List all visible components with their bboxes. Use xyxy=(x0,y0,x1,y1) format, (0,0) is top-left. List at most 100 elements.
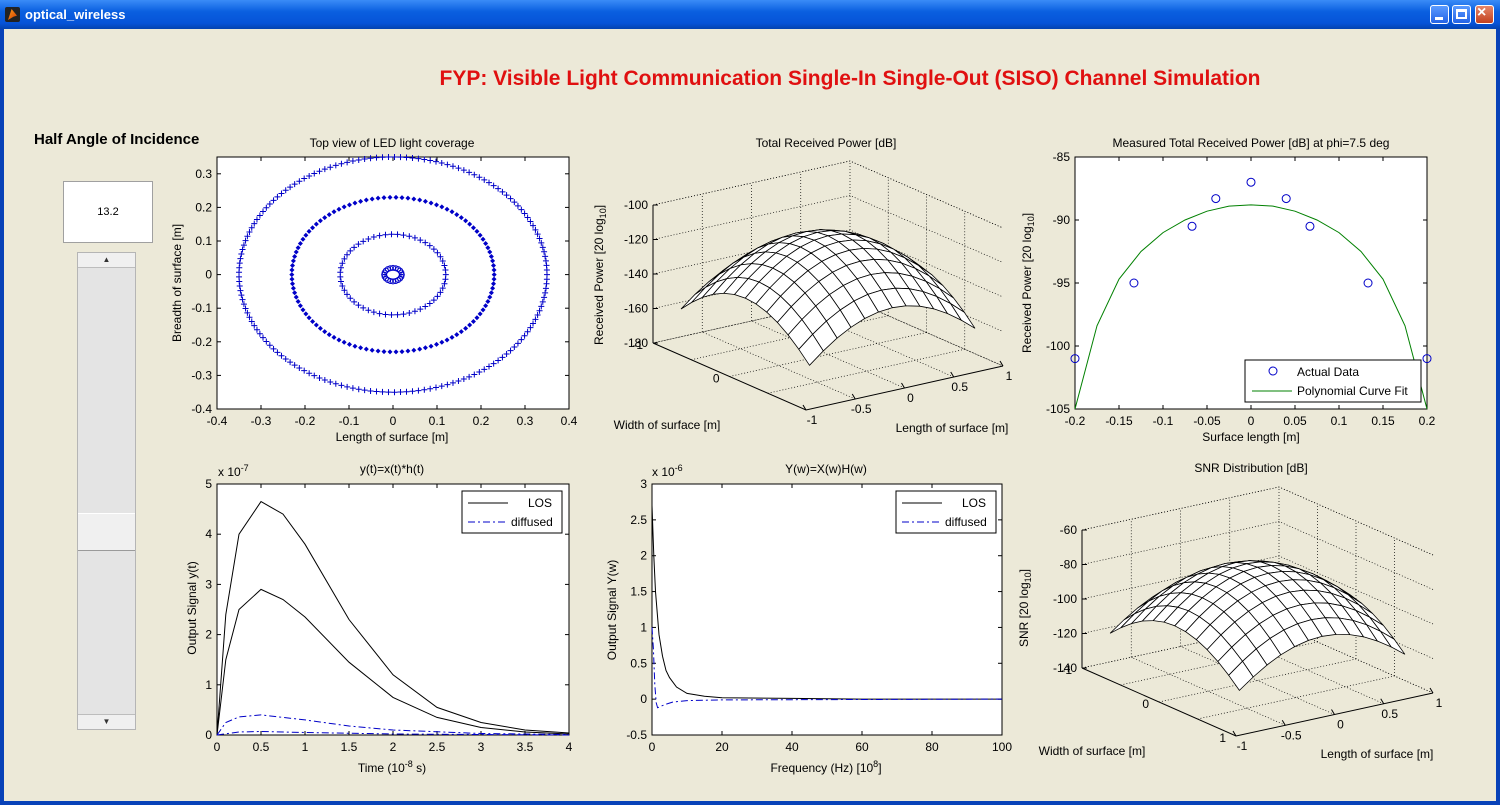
plus-marker xyxy=(341,287,348,294)
plus-marker xyxy=(426,242,433,249)
x-tick-label: 60 xyxy=(855,740,869,754)
half-angle-value[interactable]: 13.2 xyxy=(63,181,153,243)
y-tick-label: 2 xyxy=(205,628,212,642)
maximize-button[interactable] xyxy=(1452,5,1471,24)
y-tick-label: -0.4 xyxy=(191,402,212,416)
diamond-marker xyxy=(470,225,476,231)
legend-diffused: diffused xyxy=(511,515,553,529)
coverage-ylabel: Breadth of surface [m] xyxy=(170,224,184,342)
diamond-marker xyxy=(490,262,496,268)
slider-down-button[interactable]: ▼ xyxy=(78,714,135,729)
diamond-marker xyxy=(488,290,494,296)
plus-marker xyxy=(251,220,258,227)
ylabel-main: SNR [20 log xyxy=(1017,582,1031,647)
close-button[interactable]: × xyxy=(1475,4,1494,24)
slider-thumb[interactable] xyxy=(78,513,135,551)
plus-marker xyxy=(253,326,260,333)
diamond-marker xyxy=(292,290,298,296)
slider-up-button[interactable]: ▲ xyxy=(78,253,135,268)
plus-marker xyxy=(236,283,243,290)
diamond-marker xyxy=(487,294,493,300)
plus-marker xyxy=(455,165,462,172)
plus-marker xyxy=(282,355,289,362)
xlabel-end: s) xyxy=(413,761,426,775)
plus-marker xyxy=(507,195,514,202)
plus-marker xyxy=(339,282,346,289)
plus-marker xyxy=(481,366,488,373)
diamond-marker xyxy=(477,311,483,317)
measured-ylabel: Received Power [20 log10] xyxy=(1020,213,1036,353)
diamond-marker xyxy=(439,339,445,345)
plus-marker xyxy=(422,303,429,310)
diamond-marker xyxy=(375,348,381,354)
freq-legend xyxy=(895,490,997,534)
plus-marker xyxy=(382,231,389,238)
minimize-button[interactable] xyxy=(1430,5,1449,24)
coverage-plot: Top view of LED light coverage -0.4 -0.3 -… xyxy=(170,136,578,444)
plus-marker xyxy=(514,340,521,347)
plus-marker xyxy=(511,344,518,351)
plus-marker xyxy=(532,226,539,233)
plus-marker xyxy=(238,251,245,258)
plus-marker xyxy=(411,234,418,241)
plus-marker xyxy=(542,253,549,260)
snr-xlabel: Length of surface [m] xyxy=(1321,747,1434,761)
y-tick-label: -85 xyxy=(1053,150,1071,164)
plus-marker xyxy=(382,311,389,318)
floor-gridline xyxy=(729,320,927,389)
diamond-marker xyxy=(363,346,369,352)
y-tick-label: -105 xyxy=(1046,402,1070,416)
plus-marker xyxy=(296,178,303,185)
x-tick-label: 2 xyxy=(390,740,397,754)
plus-marker xyxy=(355,156,362,163)
wall-gridline xyxy=(652,160,1004,229)
diamond-marker xyxy=(470,318,476,324)
total-power-title: Total Received Power [dB] xyxy=(756,136,897,150)
y-tick-label: 3 xyxy=(640,477,647,491)
y-tick-label: 5 xyxy=(205,477,212,491)
plus-marker xyxy=(539,298,546,305)
diamond-marker xyxy=(483,240,489,246)
diamond-marker xyxy=(297,240,303,246)
w-tick-label: 0 xyxy=(713,372,720,386)
plus-marker xyxy=(391,154,398,161)
x-tick-label: 0 xyxy=(907,391,914,405)
matlab-icon xyxy=(5,7,20,22)
y-tick-label: 0.3 xyxy=(195,167,212,181)
y-tick-label: 0.1 xyxy=(195,234,212,248)
diamond-marker xyxy=(306,315,312,321)
plus-marker xyxy=(534,312,541,319)
plus-marker xyxy=(437,253,444,260)
plus-marker xyxy=(437,289,444,296)
plus-marker xyxy=(337,273,344,280)
window-title: optical_wireless xyxy=(25,7,126,22)
diamond-marker xyxy=(439,204,445,210)
window-border xyxy=(0,29,4,805)
diamond-marker xyxy=(387,194,393,200)
x-tick-label: 0 xyxy=(390,414,397,428)
x-tick-label: 0.2 xyxy=(1419,414,1436,428)
plus-marker xyxy=(347,295,354,302)
diamond-marker xyxy=(352,343,358,349)
xlabel-end: ] xyxy=(878,761,881,775)
diamond-marker xyxy=(428,343,434,349)
diffused-line xyxy=(216,714,570,736)
diamond-marker xyxy=(289,267,295,273)
x-tick-label: 0 xyxy=(1248,414,1255,428)
diamond-marker xyxy=(490,258,496,264)
z-tick-label: -60 xyxy=(1060,523,1078,537)
x-tick-label: 100 xyxy=(992,740,1012,754)
diamond-marker xyxy=(336,206,342,212)
half-angle-slider[interactable]: ▲ ▼ xyxy=(77,252,136,730)
plus-marker xyxy=(311,170,318,177)
time-exponent: x 10-7 xyxy=(218,463,249,479)
diamond-marker xyxy=(381,349,387,355)
plus-marker xyxy=(351,244,358,251)
title-bar[interactable]: optical_wireless × xyxy=(0,0,1500,29)
plus-marker xyxy=(349,385,356,392)
x-tick xyxy=(851,393,856,400)
floor-gridline xyxy=(1131,656,1395,726)
plus-marker xyxy=(301,367,308,374)
diamond-marker xyxy=(306,228,312,234)
plus-marker xyxy=(338,160,345,167)
